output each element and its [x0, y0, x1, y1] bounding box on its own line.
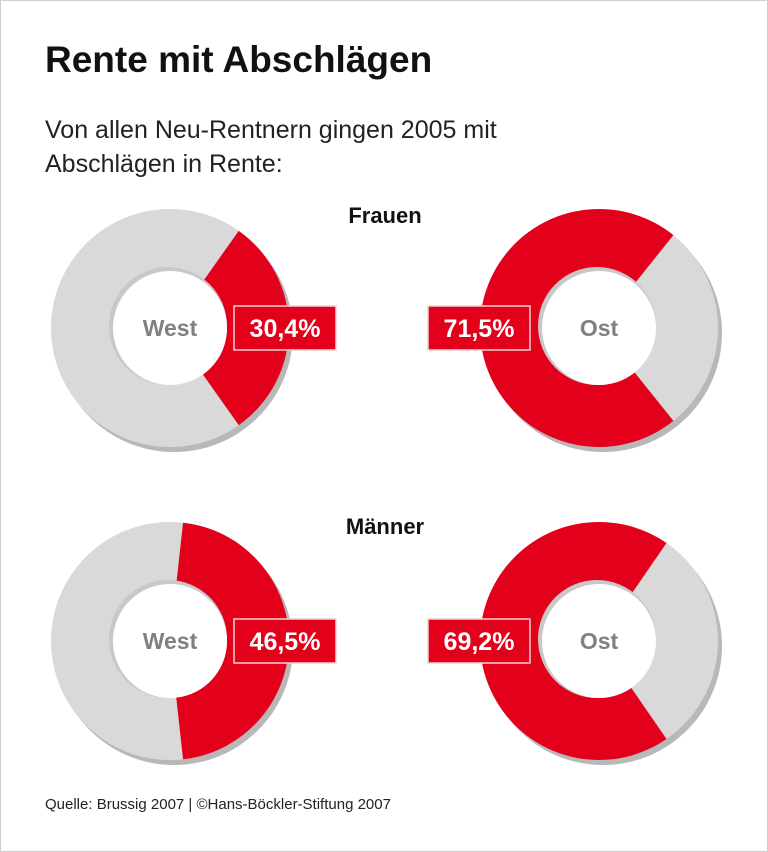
value-label-box: [427, 618, 531, 664]
value-label: 46,5%: [250, 628, 321, 656]
region-label: West: [143, 315, 198, 341]
source-note: Quelle: Brussig 2007 | ©Hans-Böckler-Sti…: [45, 796, 391, 813]
chart-subtitle: Von allen Neu-Rentnern gingen 2005 mit A…: [45, 116, 497, 178]
value-label-box: [427, 305, 531, 351]
group-label-maenner: Männer: [345, 514, 425, 539]
value-label-box: [233, 618, 337, 664]
region-label: Ost: [580, 315, 619, 341]
donut-hole: [113, 271, 227, 385]
value-label: 30,4%: [250, 315, 321, 343]
chart-title: Rente mit Abschlägen: [45, 39, 433, 80]
value-label: 71,5%: [444, 315, 515, 343]
group-label-frauen: Frauen: [348, 203, 422, 228]
value-label-box: [233, 305, 337, 351]
region-label: West: [143, 628, 198, 654]
donut-highlight-slice: [176, 522, 290, 760]
donut-highlight-slice: [480, 522, 667, 760]
donut-highlight-slice: [480, 208, 674, 447]
donut-hole: [542, 584, 656, 698]
donut-hole: [542, 271, 656, 385]
region-label: Ost: [580, 628, 619, 654]
donut-hole: [113, 584, 227, 698]
value-label: 69,2%: [444, 628, 515, 656]
